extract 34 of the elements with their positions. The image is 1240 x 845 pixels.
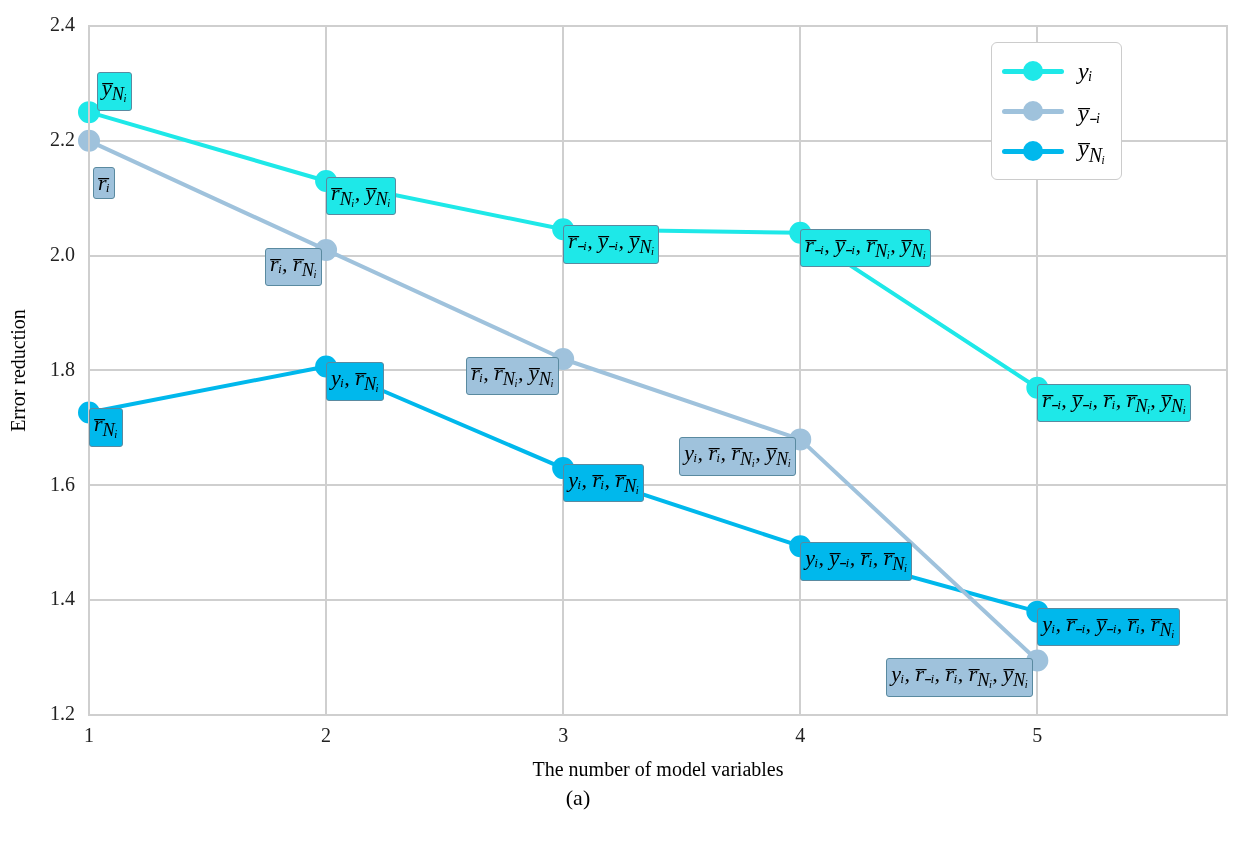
x-tick-label: 3	[558, 724, 569, 747]
y-tick-label: 1.8	[50, 357, 75, 380]
annotation: r̅₋ᵢ, y̅₋ᵢ, y̅$_{Nᵢ}$	[563, 225, 660, 264]
point	[78, 129, 100, 152]
annotation: yᵢ, r̅ᵢ, r̅$_{Nᵢ}$, y̅$_{Nᵢ}$	[679, 437, 797, 476]
x-tick-label: 4	[795, 724, 806, 747]
annotation: yᵢ, y̅₋ᵢ, r̅ᵢ, r̅$_{Nᵢ}$	[800, 542, 913, 581]
annotation: yᵢ, r̅₋ᵢ, r̅ᵢ, r̅$_{Nᵢ}$, y̅$_{Nᵢ}$	[886, 658, 1034, 697]
annotation: r̅$_{Nᵢ}$	[89, 408, 123, 447]
x-tick-label: 2	[321, 724, 332, 747]
x-tick-label: 5	[1032, 724, 1043, 747]
y-axis-title: Error reduction	[7, 309, 30, 432]
x-tick-label: 1	[84, 724, 94, 747]
annotation: r̅ᵢ	[93, 166, 116, 199]
annotation: r̅$_{Nᵢ}$, y̅$_{Nᵢ}$	[326, 177, 396, 216]
annotation: yᵢ, r̅ᵢ, r̅$_{Nᵢ}$	[563, 464, 645, 503]
annotation: r̅ᵢ, r̅$_{Nᵢ}$	[265, 247, 322, 287]
y-tick-label: 2.2	[50, 128, 75, 151]
text: (a)	[565, 785, 591, 811]
y-tick-label: 2.4	[50, 13, 75, 36]
annotation: r̅₋ᵢ, y̅₋ᵢ, r̅$_{Nᵢ}$, y̅$_{Nᵢ}$	[800, 228, 932, 268]
y-tick-label: 1.4	[50, 587, 75, 610]
legend-label: y̅$_{Nᵢ}$	[1078, 135, 1106, 167]
legend-label: yᵢ	[1078, 57, 1093, 85]
y-tick-label: 1.6	[50, 472, 75, 495]
annotation: y̅$_{Nᵢ}$	[97, 72, 132, 111]
y-tick-label: 1.2	[50, 702, 75, 725]
y-tick-label: 2.0	[50, 242, 75, 265]
legend-label: y̅₋ᵢ	[1078, 98, 1101, 128]
annotation: yᵢ, r̅$_{Nᵢ}$	[326, 362, 385, 401]
annotation: r̅₋ᵢ, y̅₋ᵢ, r̅ᵢ, r̅$_{Nᵢ}$, y̅$_{Nᵢ}$	[1037, 383, 1192, 423]
x-axis-title: The number of model variables	[532, 758, 784, 781]
annotation: r̅ᵢ, r̅$_{Nᵢ}$, y̅$_{Nᵢ}$	[466, 357, 559, 396]
annotation: yᵢ, r̅₋ᵢ, y̅₋ᵢ, r̅ᵢ, r̅$_{Nᵢ}$	[1037, 607, 1180, 647]
